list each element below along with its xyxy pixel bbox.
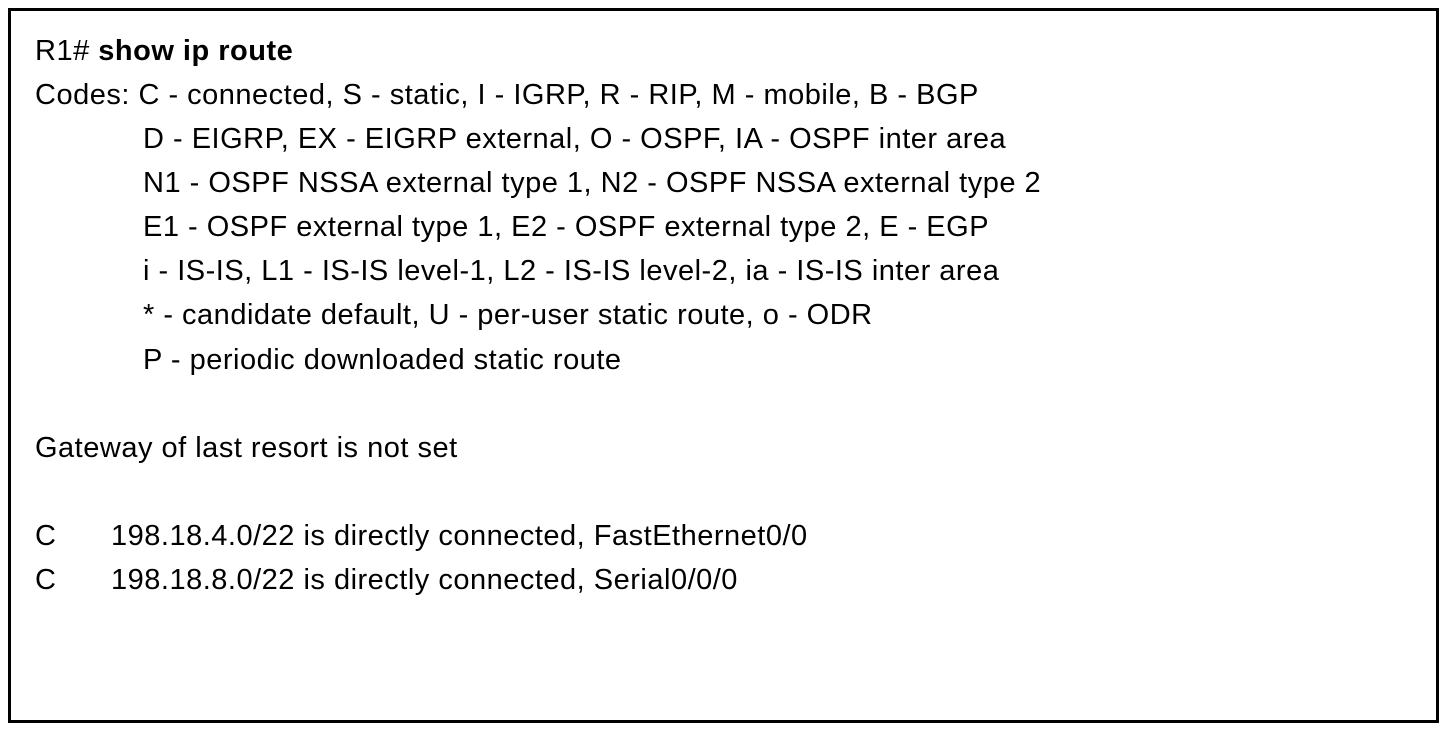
route-code: C — [35, 558, 111, 602]
codes-line: N1 - OSPF NSSA external type 1, N2 - OSP… — [35, 161, 1412, 205]
route-code: C — [35, 514, 111, 558]
route-text: 198.18.8.0/22 is directly connected, Ser… — [111, 564, 738, 596]
blank-line — [35, 382, 1412, 426]
codes-header-line: Codes: C - connected, S - static, I - IG… — [35, 73, 1412, 117]
gateway-line: Gateway of last resort is not set — [35, 426, 1412, 470]
codes-line: i - IS-IS, L1 - IS-IS level-1, L2 - IS-I… — [35, 249, 1412, 293]
route-text: 198.18.4.0/22 is directly connected, Fas… — [111, 520, 808, 552]
command-line: R1# show ip route — [35, 29, 1412, 73]
terminal-window: R1# show ip route Codes: C - connected, … — [8, 8, 1439, 723]
route-entry: C198.18.8.0/22 is directly connected, Se… — [35, 558, 1412, 602]
command-text: show ip route — [98, 35, 293, 67]
route-entry: C198.18.4.0/22 is directly connected, Fa… — [35, 514, 1412, 558]
prompt: R1# — [35, 35, 98, 67]
codes-line: * - candidate default, U - per-user stat… — [35, 293, 1412, 337]
codes-line: D - EIGRP, EX - EIGRP external, O - OSPF… — [35, 117, 1412, 161]
codes-line: P - periodic downloaded static route — [35, 338, 1412, 382]
codes-line: E1 - OSPF external type 1, E2 - OSPF ext… — [35, 205, 1412, 249]
blank-line — [35, 470, 1412, 514]
